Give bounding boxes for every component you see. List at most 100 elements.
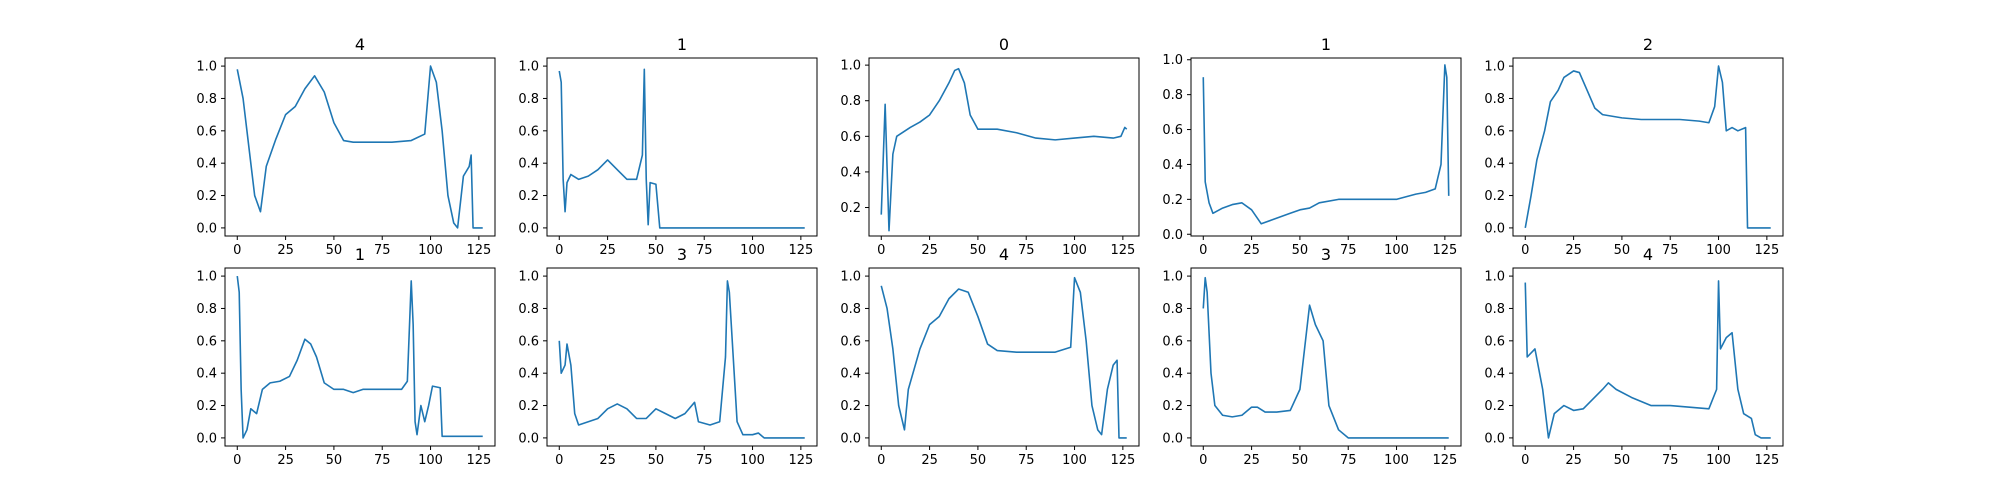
x-tick-label: 50 bbox=[326, 453, 343, 468]
y-tick-label: 0.2 bbox=[196, 399, 217, 414]
x-tick-label: 75 bbox=[1662, 453, 1679, 468]
y-tick-label: 0.4 bbox=[518, 367, 539, 382]
y-tick-label: 1.0 bbox=[1484, 270, 1505, 285]
y-tick-label: 0.4 bbox=[1162, 367, 1183, 382]
y-tick-label: 1.0 bbox=[840, 270, 861, 285]
x-tick-label: 50 bbox=[326, 243, 343, 258]
y-tick-label: 0.6 bbox=[196, 124, 217, 139]
y-tick-label: 0.6 bbox=[1484, 124, 1505, 139]
y-tick-label: 0.8 bbox=[196, 302, 217, 317]
subplot-10: 0 25 50 75 100 125 0.0 0.2 0.4 0.6 0.8 1.0 4 bbox=[1484, 245, 1784, 468]
x-tick-label: 75 bbox=[1340, 243, 1357, 258]
y-tick-label: 1.0 bbox=[1162, 53, 1183, 68]
x-tick-label: 50 bbox=[970, 453, 987, 468]
x-tick-label: 50 bbox=[1292, 453, 1309, 468]
x-tick-label: 125 bbox=[1110, 453, 1135, 468]
x-tick-label: 75 bbox=[1662, 243, 1679, 258]
x-tick-label: 0 bbox=[555, 453, 563, 468]
series-line bbox=[880, 67, 1128, 232]
x-tick-label: 125 bbox=[466, 243, 491, 258]
y-tick-label: 0.6 bbox=[1162, 334, 1183, 349]
x-tick-label: 0 bbox=[877, 453, 885, 468]
subplot-title: 4 bbox=[1643, 245, 1653, 264]
x-tick-label: 100 bbox=[418, 243, 443, 258]
subplot-title: 1 bbox=[677, 35, 687, 54]
x-tick-label: 0 bbox=[233, 453, 241, 468]
y-tick-label: 0.4 bbox=[1484, 367, 1505, 382]
y-tick-label: 1.0 bbox=[196, 60, 217, 75]
x-tick-label: 25 bbox=[277, 453, 294, 468]
x-tick-label: 100 bbox=[740, 243, 765, 258]
y-tick-label: 0.6 bbox=[518, 124, 539, 139]
x-tick-label: 125 bbox=[466, 453, 491, 468]
x-tick-label: 25 bbox=[1565, 453, 1582, 468]
x-tick-label: 125 bbox=[1754, 243, 1779, 258]
axes-frame bbox=[546, 267, 818, 447]
y-tick-label: 0.8 bbox=[1162, 302, 1183, 317]
series-line bbox=[1202, 276, 1449, 439]
y-tick-label: 1.0 bbox=[840, 59, 861, 74]
x-tick-label: 75 bbox=[1018, 453, 1035, 468]
x-tick-label: 0 bbox=[1199, 243, 1207, 258]
x-tick-label: 25 bbox=[921, 453, 938, 468]
y-tick-label: 0.2 bbox=[1484, 189, 1505, 204]
y-tick-label: 0.4 bbox=[840, 165, 861, 180]
x-tick-label: 0 bbox=[877, 243, 885, 258]
x-tick-label: 100 bbox=[1384, 453, 1409, 468]
x-tick-label: 100 bbox=[1062, 243, 1087, 258]
subplot-title: 4 bbox=[999, 245, 1009, 264]
y-tick-label: 0.8 bbox=[1484, 302, 1505, 317]
x-tick-label: 125 bbox=[788, 243, 813, 258]
y-tick-label: 0.2 bbox=[1162, 399, 1183, 414]
y-tick-label: 0.4 bbox=[518, 157, 539, 172]
x-tick-label: 100 bbox=[1706, 453, 1731, 468]
y-tick-label: 0.8 bbox=[518, 302, 539, 317]
y-tick-label: 0.4 bbox=[840, 367, 861, 382]
y-tick-label: 0.2 bbox=[1484, 399, 1505, 414]
y-tick-label: 0.8 bbox=[1484, 92, 1505, 107]
y-tick-label: 0.0 bbox=[840, 431, 861, 446]
y-tick-label: 0.6 bbox=[1484, 334, 1505, 349]
x-tick-label: 100 bbox=[740, 453, 765, 468]
axes-frame bbox=[1190, 57, 1462, 237]
x-tick-label: 100 bbox=[418, 453, 443, 468]
axes-frame bbox=[224, 267, 496, 447]
series-line bbox=[1202, 64, 1450, 225]
x-tick-label: 0 bbox=[1199, 453, 1207, 468]
subplot-title: 4 bbox=[355, 35, 365, 54]
series-line bbox=[558, 68, 805, 229]
x-tick-label: 25 bbox=[1565, 243, 1582, 258]
axes-frame bbox=[224, 57, 496, 237]
series-line bbox=[236, 65, 483, 229]
y-tick-label: 0.6 bbox=[840, 334, 861, 349]
x-tick-label: 0 bbox=[233, 243, 241, 258]
y-tick-label: 1.0 bbox=[1162, 270, 1183, 285]
x-tick-label: 50 bbox=[1292, 243, 1309, 258]
series-line bbox=[1524, 65, 1771, 229]
x-tick-label: 25 bbox=[599, 453, 616, 468]
y-tick-label: 0.0 bbox=[518, 221, 539, 236]
series-line bbox=[236, 275, 483, 439]
axes-frame bbox=[546, 57, 818, 237]
subplot-7: 0 25 50 75 100 125 0.0 0.2 0.4 0.6 0.8 1.0 3 bbox=[518, 245, 818, 468]
y-tick-label: 0.0 bbox=[1162, 431, 1183, 446]
subplot-8: 0 25 50 75 100 125 0.0 0.2 0.4 0.6 0.8 1.0 4 bbox=[840, 245, 1140, 468]
x-tick-label: 50 bbox=[970, 243, 987, 258]
x-tick-label: 125 bbox=[788, 453, 813, 468]
x-tick-label: 0 bbox=[1521, 243, 1529, 258]
x-tick-label: 50 bbox=[648, 243, 665, 258]
y-tick-label: 0.4 bbox=[1484, 157, 1505, 172]
y-tick-label: 0.6 bbox=[1162, 123, 1183, 138]
axes-frame bbox=[1512, 57, 1784, 237]
y-tick-label: 0.6 bbox=[840, 130, 861, 145]
subplot-1: 0 25 50 75 100 125 0.0 0.2 0.4 0.6 0.8 1.0 4 bbox=[196, 35, 496, 258]
subplot-3: 0 25 50 75 100 125 0.2 0.4 0.6 0.8 1.0 0 bbox=[840, 35, 1140, 258]
y-tick-label: 0.6 bbox=[518, 334, 539, 349]
y-tick-label: 0.0 bbox=[196, 431, 217, 446]
x-tick-label: 100 bbox=[1706, 243, 1731, 258]
y-tick-label: 1.0 bbox=[196, 270, 217, 285]
subplot-6: 0 25 50 75 100 125 0.0 0.2 0.4 0.6 0.8 1.0 1 bbox=[196, 245, 496, 468]
x-tick-label: 125 bbox=[1754, 453, 1779, 468]
